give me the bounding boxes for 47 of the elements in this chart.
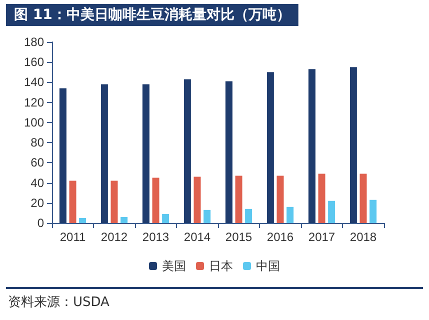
legend-label: 美国: [162, 259, 186, 273]
x-tick-label: 2011: [60, 230, 86, 244]
y-tick-label: 100: [24, 115, 44, 130]
bar: [286, 206, 294, 223]
bar: [59, 88, 66, 223]
y-tick-label: 160: [24, 55, 44, 70]
bar: [225, 81, 232, 223]
chart-title: 图 11：中美日咖啡生豆消耗量对比（万吨）: [14, 6, 290, 23]
bar: [100, 84, 108, 223]
bar: [266, 72, 274, 223]
bar: [194, 176, 201, 223]
x-tick-label: 2014: [184, 230, 211, 244]
bar: [328, 200, 336, 223]
legend-label: 日本: [209, 259, 233, 273]
x-tick-label: 2015: [225, 230, 252, 244]
x-tick-label: 2018: [350, 230, 377, 244]
bar: [308, 69, 316, 223]
y-tick-label: 20: [30, 196, 44, 210]
bar: [360, 174, 367, 223]
x-tick-label: 2012: [100, 230, 128, 244]
x-tick-label: 2017: [308, 230, 336, 244]
bar: [204, 210, 211, 223]
bar: [318, 174, 326, 223]
bar: [350, 67, 357, 223]
bar: [276, 176, 284, 223]
bar: [110, 180, 118, 223]
y-tick-label: 80: [30, 136, 44, 150]
bar: [120, 216, 128, 223]
x-tick-label: 2013: [142, 230, 170, 244]
bar: [69, 180, 76, 223]
bar: [162, 214, 170, 223]
x-tick-label: 2016: [266, 230, 294, 244]
legend-label: 中国: [256, 259, 280, 273]
bar: [245, 208, 252, 223]
bar: [152, 178, 160, 223]
text: 资料来源：USDA: [8, 294, 110, 311]
bar: [235, 176, 242, 223]
bar: [79, 218, 86, 223]
y-tick-label: 180: [24, 35, 44, 49]
y-tick-label: 0: [37, 216, 44, 230]
y-tick-label: 60: [30, 156, 44, 170]
bar: [142, 84, 150, 223]
bar: [184, 79, 191, 223]
y-tick-label: 120: [24, 95, 44, 110]
y-tick-label: 140: [24, 75, 44, 90]
y-tick-label: 40: [30, 176, 44, 190]
bar: [370, 200, 377, 223]
